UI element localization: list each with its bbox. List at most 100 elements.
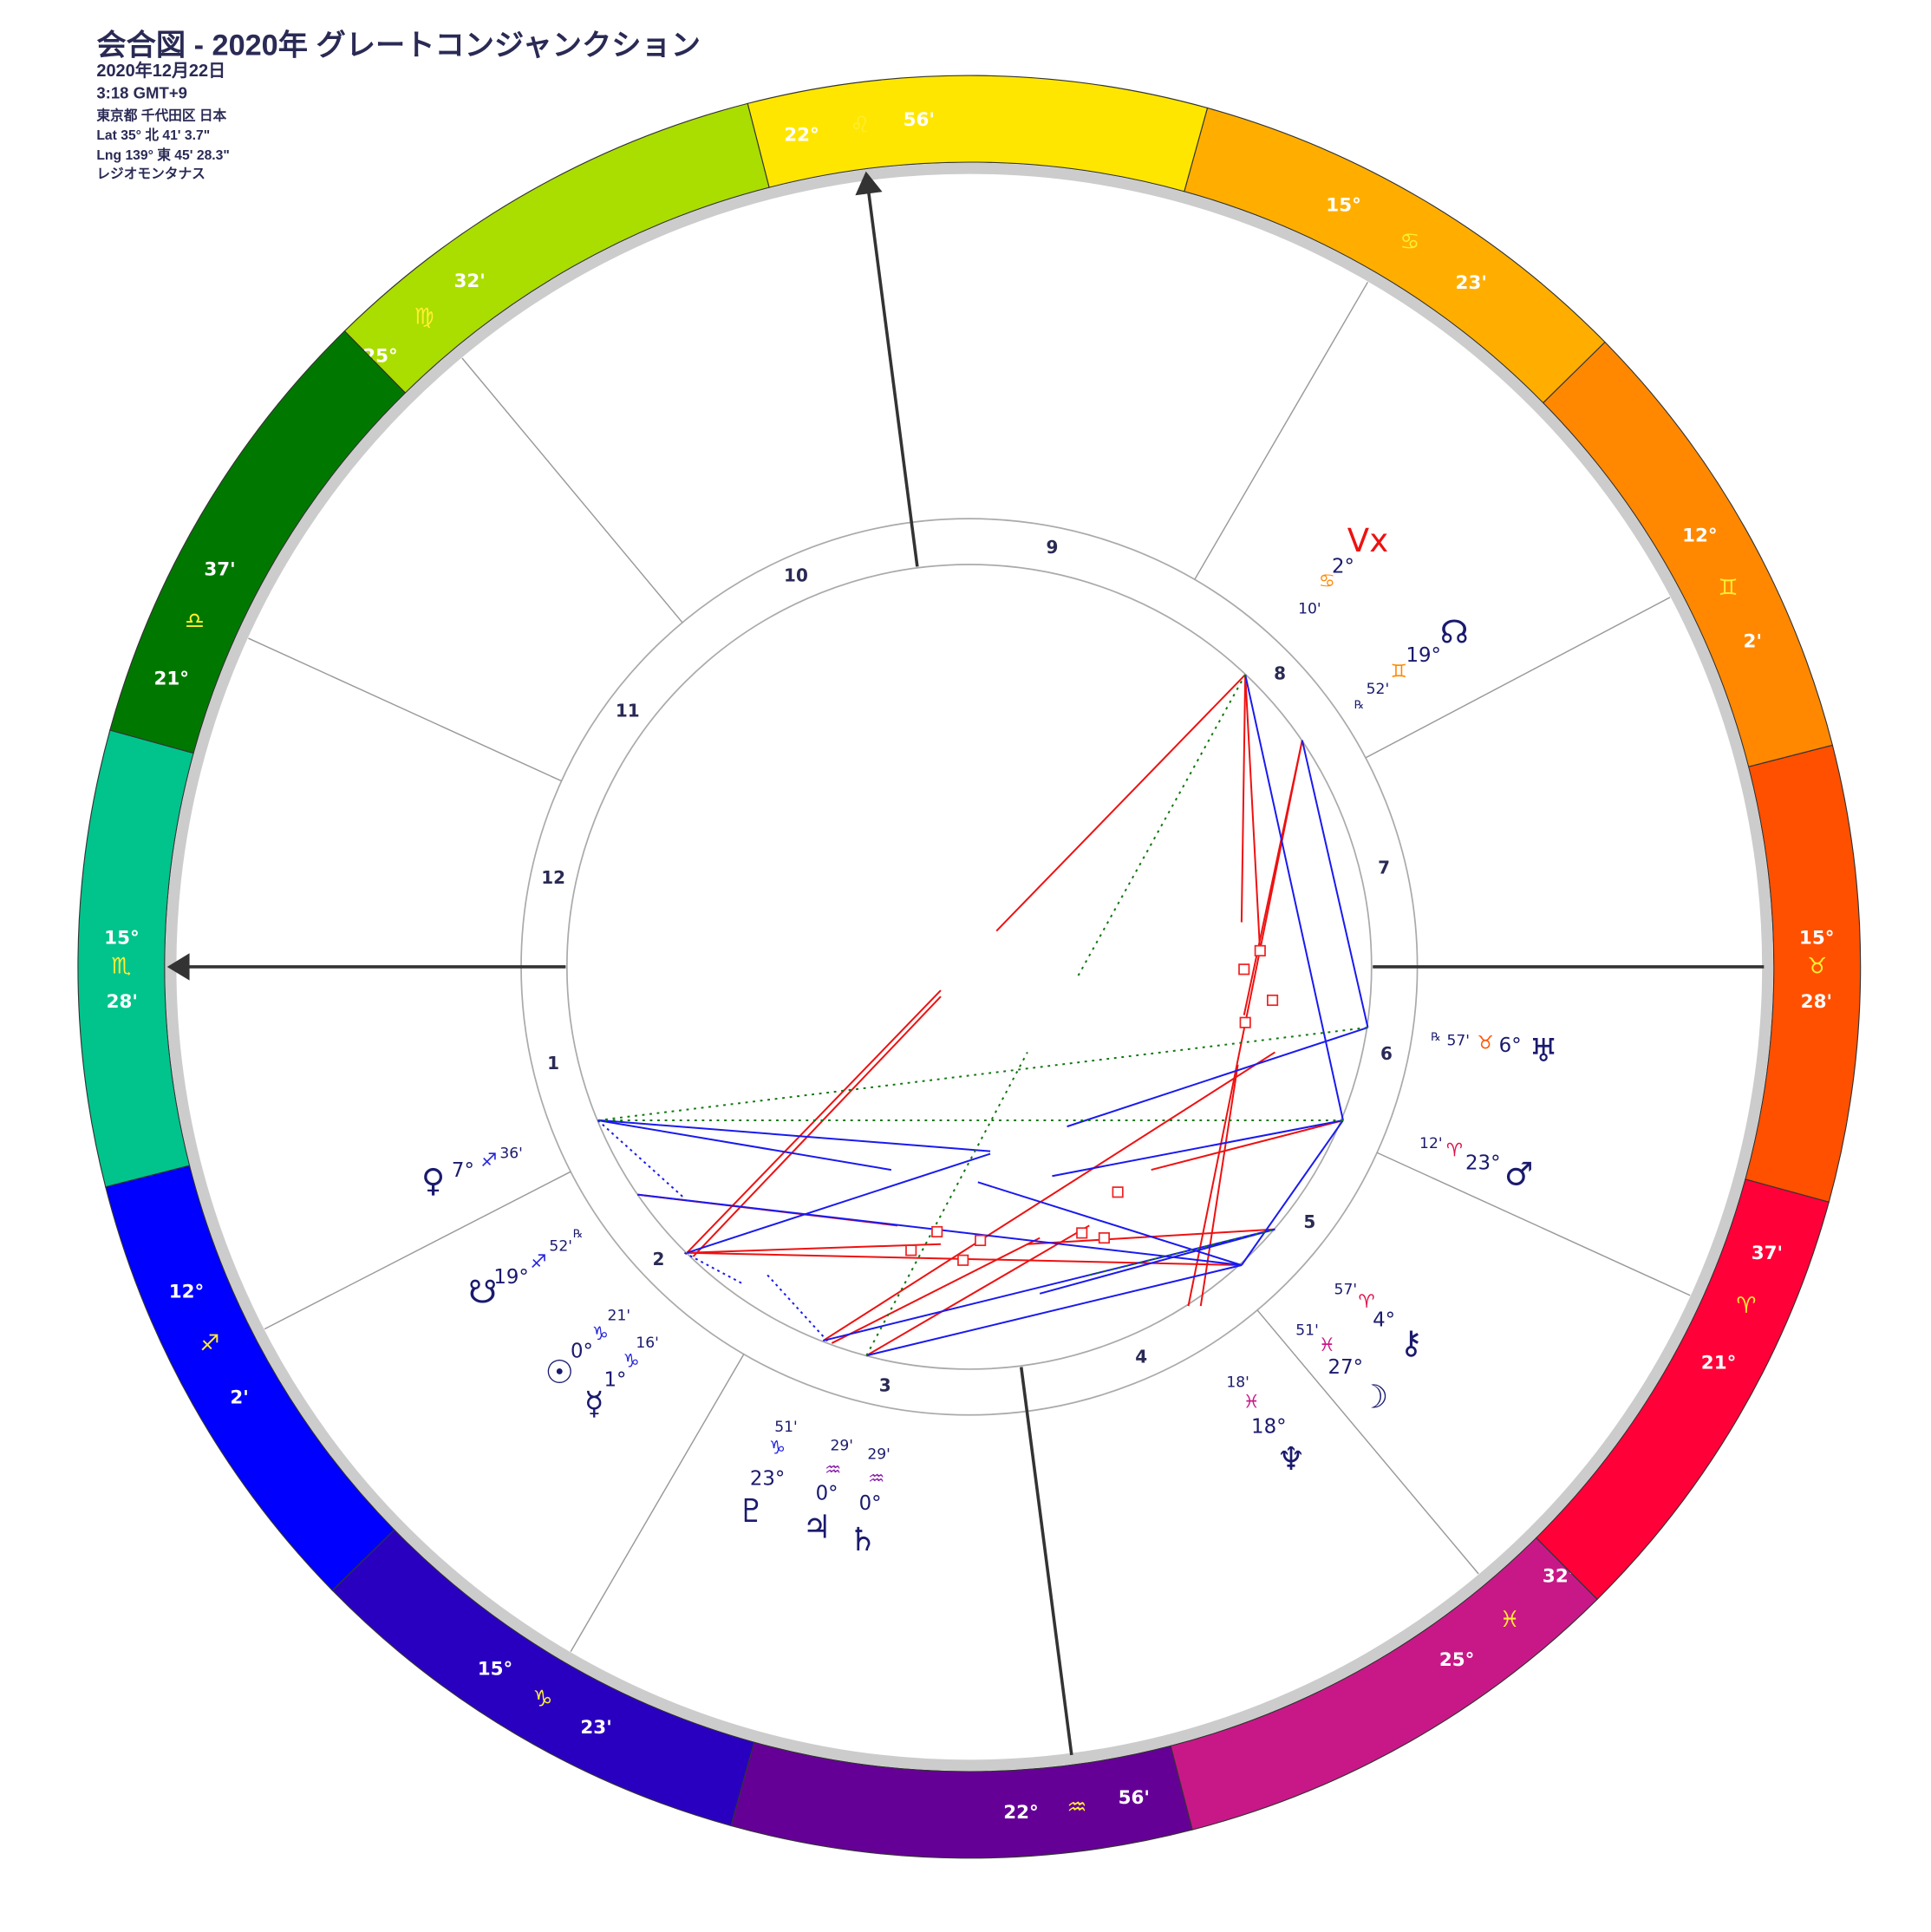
- planet-degree: 0°: [816, 1483, 838, 1505]
- aspect-line: [692, 995, 942, 1257]
- house-number: 6: [1380, 1043, 1393, 1064]
- house-cusp-line: [264, 1171, 571, 1330]
- angle-arrow: [166, 953, 190, 981]
- planet-sign: ♑: [769, 1437, 786, 1459]
- aspect-line: [1039, 1228, 1275, 1295]
- planet-glyph: ♃: [803, 1509, 832, 1546]
- cusp-sign: ♑: [532, 1687, 552, 1713]
- house-system: レジオモンタナス: [96, 166, 205, 181]
- cusp-segment: [109, 330, 407, 754]
- cusp-minutes: 56': [1119, 1787, 1150, 1809]
- planet-retrograde: ℞: [573, 1228, 584, 1241]
- aspect-line: [1244, 674, 1262, 954]
- planet-minutes: 21': [608, 1308, 631, 1325]
- cusp-degree: 21°: [153, 669, 189, 690]
- planet-degree: 27°: [1328, 1356, 1363, 1379]
- cusp-segment: [1184, 107, 1606, 404]
- aspect-square: [1254, 944, 1266, 956]
- planet-sign: ♓: [1319, 1335, 1335, 1356]
- house-cusp-line: [1365, 597, 1671, 759]
- planet-glyph: ♇: [737, 1492, 766, 1530]
- planet-degree: 18°: [1251, 1416, 1286, 1439]
- house-cusp-line: [1256, 1309, 1479, 1575]
- cusp-degree: 15°: [1326, 195, 1361, 217]
- house-number: 3: [879, 1374, 891, 1395]
- cusp-minutes: 2': [1744, 631, 1762, 653]
- aspect-line: [1067, 1026, 1368, 1128]
- cusp-sign: ♈: [1736, 1293, 1756, 1319]
- cusp-degree: 15°: [1799, 928, 1835, 950]
- house-number: 2: [653, 1249, 665, 1270]
- cusp-segment: [1535, 1178, 1830, 1601]
- planet-minutes: 29': [867, 1446, 890, 1463]
- angle-line: [865, 183, 919, 567]
- house-number: 12: [541, 867, 565, 888]
- planet-sign: ♈: [1358, 1291, 1374, 1313]
- planet-retrograde: ℞: [1354, 699, 1365, 712]
- cusp-segment: [105, 1165, 395, 1591]
- aspect-line: [597, 1119, 892, 1172]
- planet-degree: 19°: [1406, 644, 1441, 667]
- cusp-minutes: 28': [1801, 991, 1832, 1013]
- planet-glyph: ⚷: [1399, 1324, 1423, 1361]
- planet-degree: 0°: [571, 1340, 593, 1362]
- aspect-line: [831, 1237, 1041, 1344]
- cusp-sign: ♐: [199, 1330, 219, 1356]
- cusp-sign: ♊: [1718, 575, 1738, 601]
- house-cusp-line: [248, 637, 562, 782]
- cusp-minutes: 32': [453, 271, 485, 292]
- planet-sign: ♊: [1391, 661, 1407, 682]
- planet-sign: ♋: [1319, 571, 1335, 592]
- house-number: 10: [784, 565, 808, 586]
- planet-sign: ♉: [1478, 1032, 1494, 1054]
- aspect-line: [767, 1274, 831, 1344]
- planet-glyph: ☉: [545, 1354, 574, 1391]
- cusp-minutes: 23': [580, 1717, 611, 1739]
- planet-degree: 0°: [859, 1492, 882, 1515]
- planet-sign: ♓: [1243, 1391, 1260, 1413]
- aspect-line: [1244, 674, 1344, 1121]
- cusp-degree: 25°: [1439, 1649, 1474, 1671]
- planet-minutes: 10': [1298, 600, 1321, 617]
- cusp-minutes: 37': [204, 558, 235, 580]
- aspect-square: [957, 1254, 969, 1266]
- house-number: 5: [1303, 1211, 1315, 1232]
- cusp-sign: ♒: [1067, 1794, 1087, 1820]
- aspect-line: [1199, 1064, 1239, 1307]
- aspect-square: [1238, 963, 1250, 976]
- aspect-line: [1076, 674, 1247, 979]
- cusp-degree: 12°: [169, 1282, 205, 1303]
- planet-sign: ♑: [623, 1350, 639, 1372]
- planet-degree: 23°: [1465, 1152, 1500, 1174]
- planet-glyph: ☋: [468, 1273, 497, 1310]
- cusp-segment: [1170, 1537, 1598, 1831]
- cusp-minutes: 56': [904, 109, 935, 131]
- house-cusp-line: [570, 1354, 745, 1652]
- house-cusp-line: [1194, 281, 1369, 580]
- aspect-line: [600, 1119, 991, 1152]
- house-number: 8: [1274, 663, 1286, 684]
- aspect-square: [931, 1225, 943, 1238]
- aspect-line: [687, 1243, 942, 1254]
- planet-minutes: 12': [1419, 1135, 1443, 1152]
- planet-degree: 4°: [1373, 1309, 1395, 1332]
- aspect-line: [865, 1051, 1028, 1356]
- cusp-sign: ♓: [1500, 1607, 1520, 1633]
- planet-sign: ♒: [825, 1459, 841, 1481]
- aspect-line: [995, 674, 1246, 932]
- planet-degree: 6°: [1499, 1035, 1522, 1057]
- time: 3:18 GMT+9: [96, 83, 187, 101]
- cusp-segment: [1542, 341, 1834, 767]
- cusp-minutes: 2': [230, 1387, 248, 1409]
- planet-glyph: ☽: [1360, 1379, 1388, 1416]
- cusp-minutes: 23': [1456, 272, 1487, 294]
- aspect-line: [687, 1152, 991, 1254]
- house-number: 11: [616, 700, 640, 721]
- planet-glyph: ♅: [1530, 1032, 1558, 1069]
- house-cusp-line: [461, 357, 683, 623]
- aspect-line: [683, 1251, 744, 1285]
- planet-glyph: ♀: [421, 1162, 445, 1199]
- cusp-sign: ♉: [1807, 953, 1827, 979]
- aspect-square: [1239, 1016, 1251, 1028]
